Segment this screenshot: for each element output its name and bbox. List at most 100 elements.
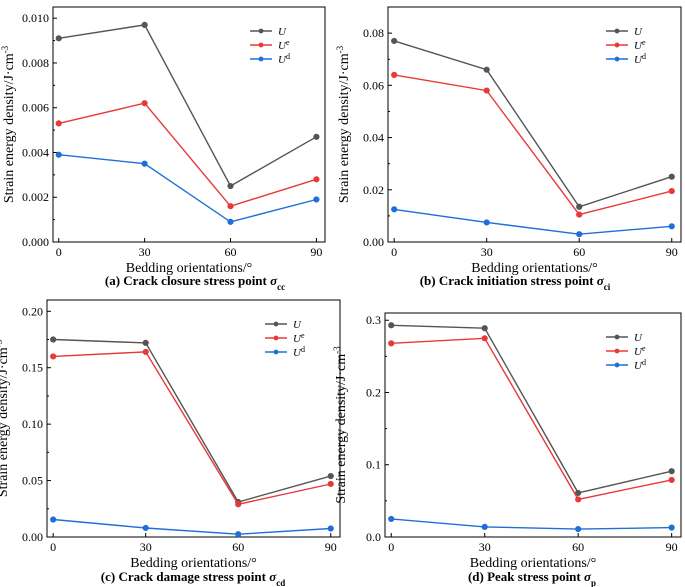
x-tick-label: 90	[325, 540, 337, 554]
legend-label: Ud	[293, 345, 305, 360]
series-U-point	[142, 339, 149, 346]
y-tick-label: 0.008	[22, 56, 49, 70]
series-Ud-point	[481, 523, 488, 530]
x-tick-label: 0	[50, 540, 56, 554]
legend-label: U	[278, 26, 287, 38]
x-axis-label: Bedding orientations/°	[471, 261, 598, 276]
series-Ue-line	[394, 74, 672, 216]
legend-marker	[258, 28, 264, 34]
series-U-point	[668, 468, 675, 475]
legend-label: U	[293, 319, 302, 331]
x-tick-label: 30	[481, 245, 493, 259]
panel-c: 0 30 60 90 0.00 0.05 0.10 0.15 0.20 Bedding orien…	[0, 299, 341, 571]
legend-marker	[258, 42, 264, 48]
series-Ue-point	[50, 353, 57, 360]
series-Ud-line	[391, 518, 672, 530]
panel-b: 0 30 60 90 0.00 0.02 0.04 0.06 0.08 Bedding orien…	[335, 6, 682, 276]
series-U-point	[55, 35, 62, 42]
y-tick-label: 0.00	[22, 530, 43, 544]
plot-frame	[384, 312, 682, 538]
legend-marker	[273, 349, 279, 355]
legend-marker	[273, 335, 279, 341]
legend-label: Ud	[634, 52, 646, 67]
series-Ue-point	[327, 480, 334, 488]
series-Ue-line	[58, 102, 317, 208]
y-tick-label: 0.002	[22, 190, 49, 204]
y-tick-label: 0.05	[22, 474, 43, 488]
series-Ue-point	[391, 71, 398, 78]
x-tick-label: 90	[666, 540, 678, 554]
y-tick-label: 0.04	[363, 131, 384, 145]
y-tick-label: 0.0	[366, 530, 381, 544]
panel-a: 0 30 60 90 0.000 0.002 0.004 0.006 0.008 0.010 Bed…	[0, 6, 326, 276]
series-U-point	[388, 322, 395, 329]
y-tick-label: 0.3	[366, 313, 381, 327]
panel-caption: (a) Crack closure stress point σcc	[105, 273, 285, 292]
legend-label: Ud	[634, 358, 646, 373]
series-Ud-point	[141, 160, 148, 167]
x-tick-label: 60	[225, 245, 237, 259]
series-Ue-point	[142, 348, 149, 356]
y-tick-label: 0.00	[363, 235, 384, 249]
legend-marker	[614, 56, 620, 62]
y-tick-label: 0.20	[22, 304, 43, 318]
series-Ud-point	[483, 219, 490, 226]
legend-marker	[614, 362, 620, 368]
series-U-point	[481, 325, 488, 332]
series-Ue-point	[576, 211, 583, 218]
series-Ud-point	[668, 524, 675, 531]
y-axis-label: Strain energy density/J·cm-3	[0, 45, 17, 203]
series-U-point	[50, 336, 57, 343]
y-tick-label: 0.004	[22, 145, 49, 159]
x-axis-label: Bedding orientations/°	[470, 556, 597, 571]
panel-caption: (c) Crack damage stress point σcd	[101, 569, 285, 587]
series-Ue-point	[313, 176, 320, 183]
y-tick-label: 0.2	[366, 385, 381, 399]
y-axis-label: Strain energy density/J·cm-3	[0, 339, 11, 497]
x-tick-label: 60	[573, 245, 585, 259]
series-Ud-point	[391, 206, 398, 213]
legend-label: U	[634, 332, 643, 344]
panel-caption: (d) Peak stress point σp	[468, 569, 596, 587]
x-tick-label: 60	[232, 540, 244, 554]
x-tick-label: 30	[139, 245, 151, 259]
series-Ud-line	[58, 154, 317, 223]
legend-marker	[614, 42, 620, 48]
series-Ue-point	[388, 340, 395, 347]
series-U-point	[227, 182, 234, 190]
x-tick-label: 30	[479, 540, 491, 554]
series-Ue-point	[55, 120, 62, 127]
y-tick-label: 0.1	[366, 458, 381, 472]
y-tick-label: 0.10	[22, 417, 43, 431]
series-Ud-line	[53, 518, 331, 535]
y-tick-label: 0.02	[363, 183, 384, 197]
y-tick-label: 0.08	[363, 26, 384, 40]
series-Ud-point	[313, 196, 320, 203]
plot-frame	[387, 6, 682, 243]
y-axis-label: Strain energy density/J·cm-3	[332, 346, 349, 504]
series-Ud-point	[668, 223, 675, 230]
series-U-point	[576, 203, 583, 210]
x-tick-label: 0	[56, 245, 62, 259]
x-tick-label: 0	[388, 540, 394, 554]
legend-label: Ue	[278, 38, 290, 53]
series-Ue-point	[668, 187, 675, 195]
y-tick-label: 0.006	[22, 101, 49, 115]
series-U-line	[53, 338, 331, 503]
series-U-point	[483, 66, 490, 73]
legend-marker	[273, 321, 279, 327]
series-U-point	[391, 37, 398, 45]
series-Ue-point	[668, 476, 675, 484]
legend-label: Ue	[293, 331, 305, 346]
series-U-point	[575, 489, 582, 497]
series-U-line	[393, 40, 672, 208]
series-Ue-point	[227, 203, 234, 210]
series-Ud-point	[55, 151, 62, 158]
x-tick-label: 90	[310, 245, 322, 259]
series-Ud-point	[50, 516, 57, 523]
series-Ue-point	[483, 87, 490, 94]
x-axis-label: Bedding orientations/°	[130, 556, 257, 571]
series-Ud-line	[394, 208, 672, 235]
series-Ue-point	[141, 100, 148, 107]
